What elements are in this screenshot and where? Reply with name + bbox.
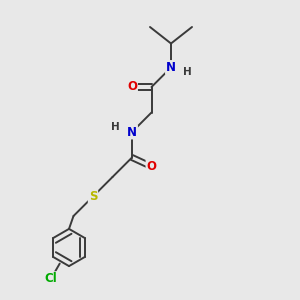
- Text: O: O: [127, 80, 137, 94]
- Text: N: N: [166, 61, 176, 74]
- Text: S: S: [89, 190, 97, 203]
- Text: H: H: [111, 122, 120, 133]
- Text: Cl: Cl: [45, 272, 57, 285]
- Text: O: O: [146, 160, 157, 173]
- Text: N: N: [127, 125, 137, 139]
- Text: H: H: [183, 67, 192, 77]
